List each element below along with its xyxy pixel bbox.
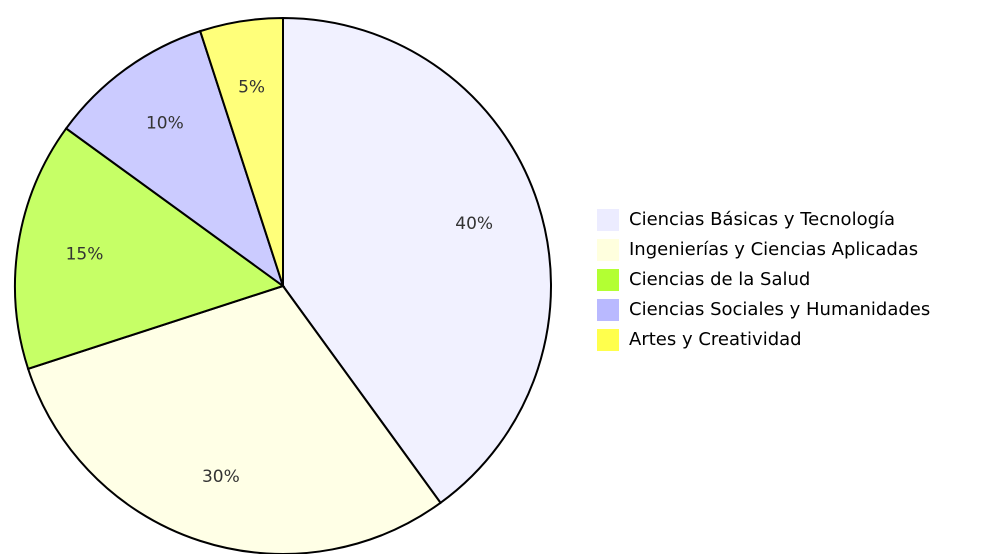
- legend-label: Ciencias Sociales y Humanidades: [629, 299, 930, 320]
- slice-label: 15%: [66, 245, 104, 265]
- legend-swatch: [597, 209, 619, 231]
- slice-label: 40%: [455, 214, 493, 234]
- pie-slice: [64, 29, 285, 289]
- legend-label: Artes y Creatividad: [629, 329, 802, 350]
- pie-slice: [26, 284, 442, 554]
- slice-label: 5%: [238, 77, 265, 97]
- slice-label: 10%: [146, 113, 184, 133]
- pie-slice: [14, 127, 286, 371]
- legend-swatch: [597, 269, 619, 291]
- slice-label: 30%: [202, 467, 240, 487]
- legend-swatch: [597, 329, 619, 351]
- pie-slice: [282, 16, 552, 505]
- legend-label: Ciencias de la Salud: [629, 269, 810, 290]
- legend-swatch: [597, 299, 619, 321]
- pie-slice: [198, 16, 284, 287]
- legend-label: Ciencias Básicas y Tecnología: [629, 209, 895, 230]
- legend-label: Ingenierías y Ciencias Aplicadas: [629, 239, 918, 260]
- legend-swatch: [597, 239, 619, 261]
